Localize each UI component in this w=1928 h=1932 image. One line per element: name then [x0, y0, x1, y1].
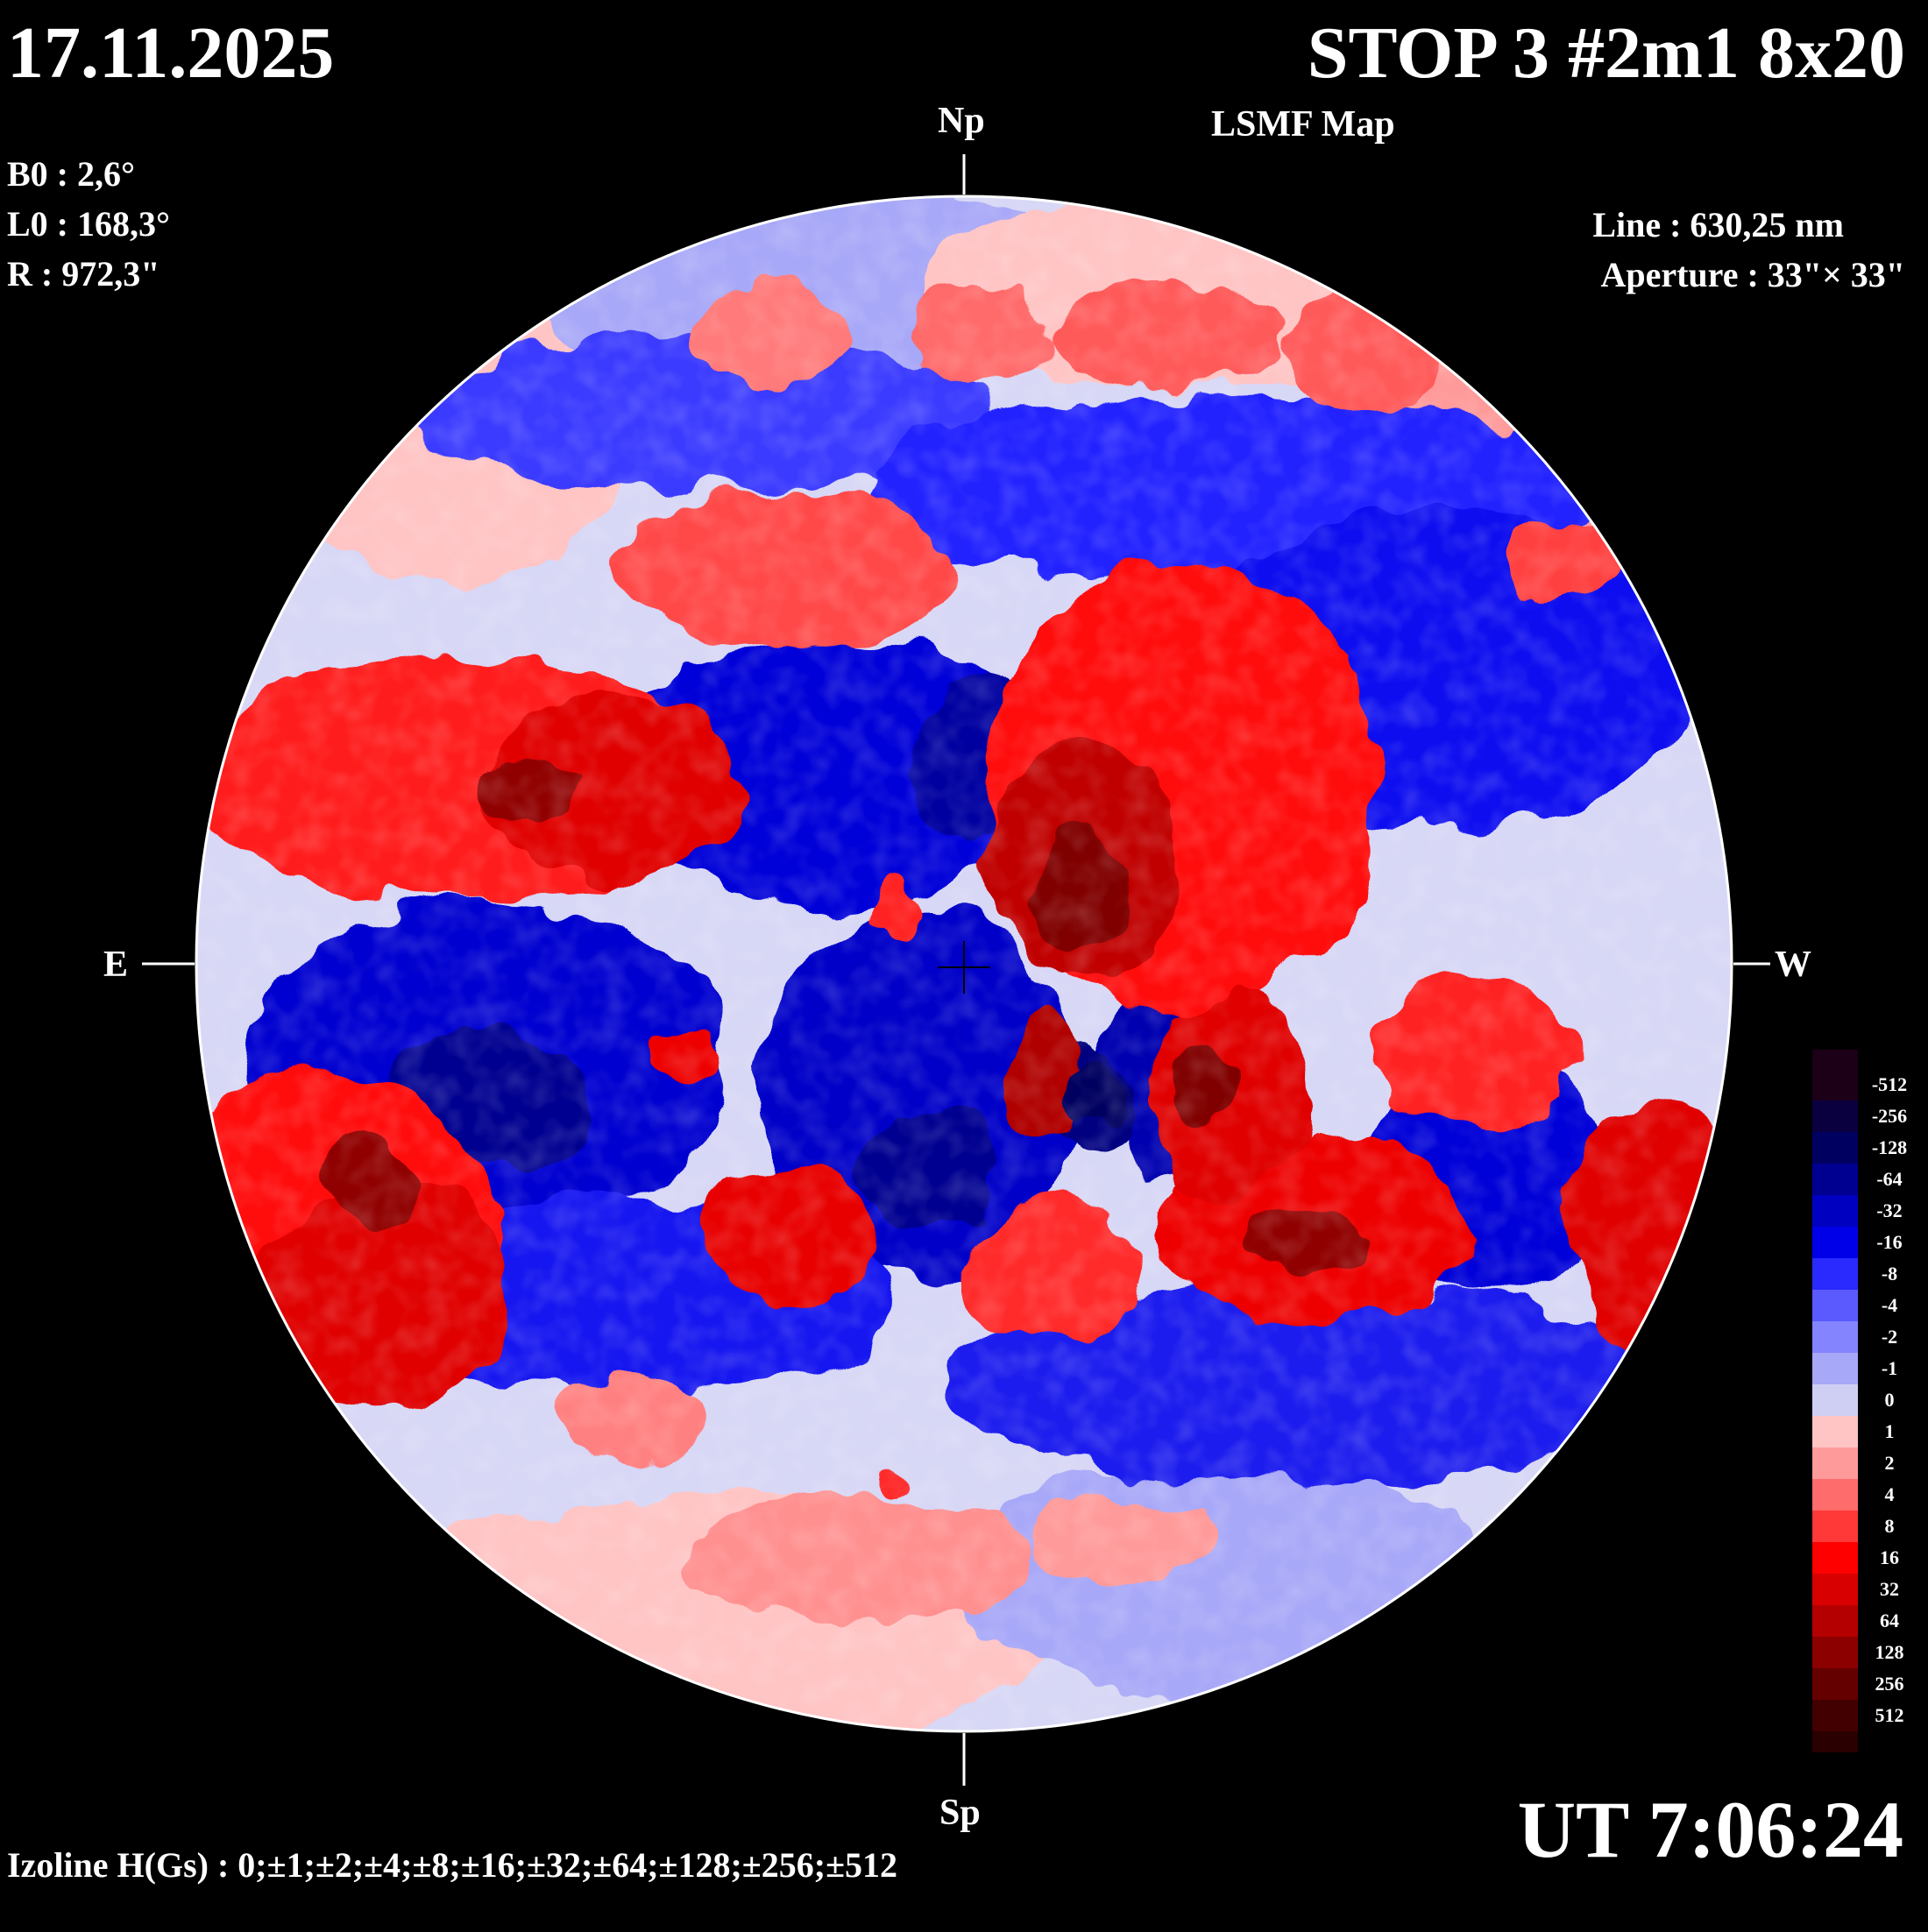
legend-swatch [1812, 1227, 1858, 1258]
legend-label: -32 [1876, 1200, 1903, 1221]
legend-label: -4 [1881, 1294, 1898, 1316]
legend-swatch [1812, 1164, 1858, 1195]
legend-swatch [1812, 1258, 1858, 1290]
legend-label: -128 [1871, 1136, 1908, 1158]
legend-swatch [1812, 1132, 1858, 1164]
legend-swatch [1812, 1069, 1858, 1100]
legend-swatch [1812, 1605, 1858, 1637]
legend-label: 16 [1880, 1546, 1899, 1568]
observation-date: 17.11.2025 [7, 12, 335, 94]
legend-label: 1 [1884, 1420, 1895, 1442]
field-strength-legend: -512 -256 -128 -64 -32 -16 -8 -4 -2 -1 0 1 2 4 8 16 32 64… [1812, 1050, 1917, 1752]
legend-label: 0 [1884, 1389, 1895, 1411]
legend-label: -512 [1871, 1073, 1908, 1095]
legend-swatch [1812, 1668, 1858, 1700]
aperture-size: Aperture : 33"× 33" [1600, 255, 1905, 294]
legend-swatch [1812, 1542, 1858, 1574]
legend-label: -16 [1876, 1231, 1903, 1253]
south-pole-label: Sp [939, 1793, 981, 1833]
map-subtitle: LSMF Map [1211, 104, 1395, 145]
legend-swatch [1812, 1353, 1858, 1384]
legend-label: 32 [1880, 1578, 1899, 1600]
legend-label: -64 [1876, 1168, 1903, 1190]
north-pole-label: Np [938, 101, 985, 141]
legend-label: 512 [1875, 1704, 1904, 1726]
center-crosshair [938, 941, 990, 994]
legend-label: 256 [1875, 1673, 1904, 1695]
spectral-line: Line : 630,25 nm [1592, 205, 1844, 244]
legend-swatch [1812, 1321, 1858, 1353]
axis-ticks [142, 154, 1770, 1786]
legend-swatch [1812, 1700, 1858, 1731]
disk-limb [195, 195, 1733, 1733]
east-label: E [103, 945, 129, 985]
legend-cap-top [1812, 1050, 1858, 1069]
legend-label: 8 [1884, 1515, 1895, 1537]
legend-swatch [1812, 1637, 1858, 1668]
map-title: STOP 3 #2m1 8x20 [1307, 12, 1905, 94]
legend-label: 2 [1884, 1452, 1895, 1474]
legend-swatch [1812, 1511, 1858, 1542]
legend-label: -2 [1881, 1326, 1898, 1348]
legend-label: 64 [1880, 1610, 1899, 1631]
legend-swatch [1812, 1384, 1858, 1416]
legend-swatch [1812, 1195, 1858, 1227]
legend-label: 128 [1875, 1641, 1904, 1663]
param-b0: B0 : 2,6° [7, 154, 135, 194]
legend-cap-bottom [1812, 1731, 1858, 1752]
legend-label: -256 [1871, 1105, 1908, 1127]
legend-label: -1 [1881, 1357, 1898, 1379]
izoline-levels: Izoline H(Gs) : 0;±1;±2;±4;±8;±16;±32;±6… [7, 1845, 898, 1885]
legend-swatch [1812, 1479, 1858, 1511]
legend-swatch [1812, 1100, 1858, 1132]
legend-label: -8 [1881, 1263, 1898, 1284]
param-radius: R : 972,3" [7, 254, 160, 294]
legend-swatch [1812, 1447, 1858, 1479]
ut-time: UT 7:06:24 [1517, 1785, 1903, 1874]
param-l0: L0 : 168,3° [7, 204, 170, 244]
legend-swatch [1812, 1574, 1858, 1605]
legend-label: 4 [1884, 1483, 1895, 1505]
west-label: W [1775, 945, 1811, 985]
legend-swatch [1812, 1416, 1858, 1447]
legend-swatch [1812, 1290, 1858, 1321]
